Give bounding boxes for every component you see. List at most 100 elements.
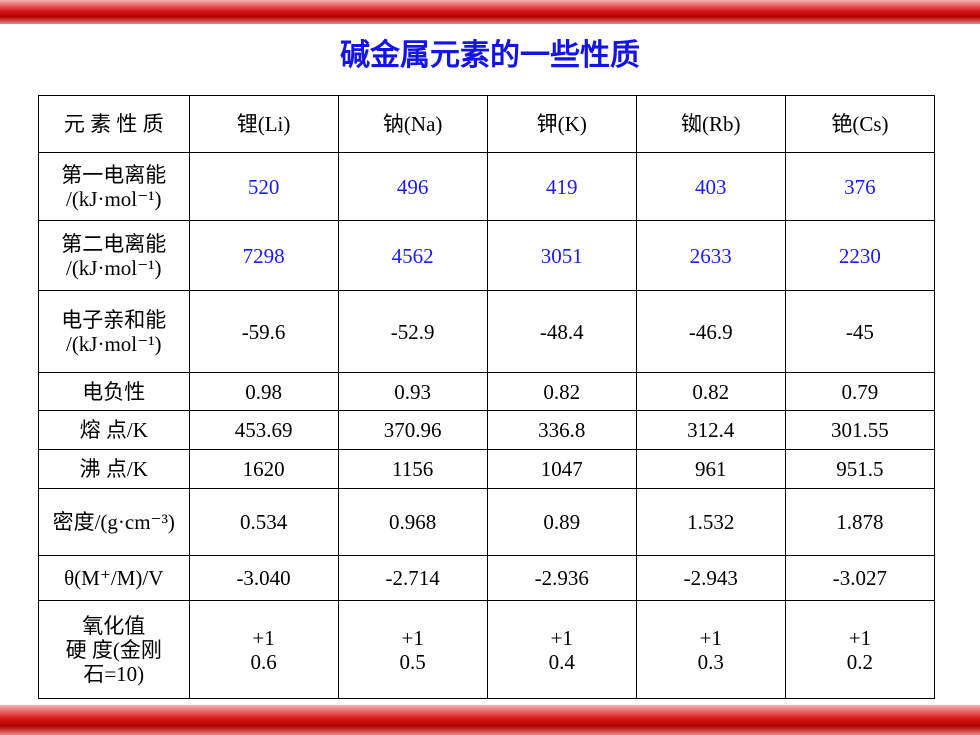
value-text: +1 [550,625,573,650]
row-label: 密度/(g·cm⁻³) [38,488,190,556]
value-text: 403 [695,174,727,199]
value-cell: 7298 [188,220,339,291]
label-text: /(kJ·mol⁻¹) [65,255,162,280]
row-label: 氧化值硬 度(金刚 石=10) [38,600,190,699]
value-text: 0.82 [692,379,730,404]
value-cell: 0.98 [188,372,339,411]
value-text: 0.82 [543,379,581,404]
label-text: 密度/(g·cm⁻³) [52,510,175,534]
value-cell: 2633 [635,220,786,291]
table-row: 熔 点/K 453.69 370.96 336.8 312.4 301.55 [38,410,936,450]
value-cell: 3051 [486,220,637,291]
row-label: 第一电离能/(kJ·mol⁻¹) [38,152,190,221]
label-text: θ(M⁺/M)/V [64,566,164,590]
value-cell: 951.5 [784,449,936,489]
value-cell: 0.534 [188,488,339,556]
value-text: -48.4 [539,319,584,344]
header-row: 元 素 性 质 锂(Li) 钠(Na) 钾(K) 铷(Rb) 铯(Cs) [38,95,936,153]
column-header: 钠(Na) [337,95,488,153]
value-text: 520 [247,174,280,199]
column-header: 锂(Li) [188,95,339,153]
value-cell: -3.027 [784,555,936,601]
header-text: 铯(Cs) [831,112,889,136]
row-label: θ(M⁺/M)/V [38,555,190,601]
header-text: 元 素 性 质 [63,112,164,136]
value-text: 0.89 [543,510,581,534]
header-text: 铷(Rb) [681,112,741,136]
value-text: 0.968 [389,510,437,534]
value-text: 0.93 [394,379,432,404]
label-text: 硬 度(金刚 [65,637,162,662]
value-cell: 376 [784,152,936,221]
value-text: 301.55 [831,418,889,442]
value-text: 0.2 [846,649,874,674]
value-cell: 2230 [784,220,936,291]
value-text: 4562 [391,243,434,268]
value-text: -59.6 [241,319,286,344]
value-cell: 0.93 [337,372,488,411]
table-row: 氧化值硬 度(金刚 石=10) +1 0.6 +1 0.5 +1 0.4 +1 0.3 +1 0.2 [38,600,936,699]
header-text: 锂(Li) [236,112,291,136]
column-header: 钾(K) [486,95,637,153]
value-text: -3.027 [832,566,888,590]
properties-table: 元 素 性 质 锂(Li) 钠(Na) 钾(K) 铷(Rb) 铯(Cs) 第一电离能/(kJ… [38,95,936,699]
value-text: 961 [695,457,727,481]
header-text: 钾(K) [536,112,587,136]
value-text: -2.714 [385,566,440,590]
label-text: 沸 点/K [79,457,148,481]
value-text: +1 [699,625,722,650]
value-text: +1 [252,625,275,650]
value-cell: 403 [635,152,786,221]
column-header: 铷(Rb) [635,95,786,153]
value-text: -2.936 [534,566,589,590]
value-text: 2230 [838,243,881,268]
value-text: 0.5 [399,649,426,674]
header-text: 钠(Na) [382,112,443,136]
value-text: 336.8 [538,418,586,442]
value-cell: -3.040 [188,555,339,601]
value-text: 1047 [540,457,583,481]
value-text: 2633 [689,243,732,268]
value-text: 0.3 [697,649,724,674]
value-text: -45 [845,319,874,344]
top-bar [0,0,980,24]
value-cell: +1 0.5 [337,600,488,699]
value-text: 0.79 [841,379,879,404]
value-cell: 4562 [337,220,488,291]
value-cell: 0.968 [337,488,488,556]
value-cell: 1047 [486,449,637,489]
value-cell: 0.82 [486,372,637,411]
value-cell: 336.8 [486,410,637,450]
value-text: 1.532 [687,510,735,534]
label-text: /(kJ·mol⁻¹) [65,186,162,211]
value-cell: 419 [486,152,637,221]
value-cell: 1.878 [784,488,936,556]
value-cell: 0.89 [486,488,637,556]
row-label: 电子亲和能/(kJ·mol⁻¹) [38,290,190,373]
table-row: θ(M⁺/M)/V -3.040 -2.714 -2.936 -2.943 -3.027 [38,555,936,601]
slide-title: 碱金属元素的一些性质 [340,39,640,72]
table-row: 电负性 0.98 0.93 0.82 0.82 0.79 [38,372,936,411]
value-cell: 1620 [188,449,339,489]
value-cell: -2.714 [337,555,488,601]
value-text: +1 [848,625,872,650]
value-cell: +1 0.6 [188,600,339,699]
label-text: 石=10) [83,661,145,686]
value-cell: 961 [635,449,786,489]
value-text: 453.69 [234,418,293,442]
value-text: 0.6 [250,649,277,674]
label-text: 电子亲和能 [61,307,167,332]
label-text: 熔 点/K [79,418,148,442]
value-cell: 0.79 [784,372,936,411]
value-text: 7298 [242,243,285,268]
value-text: -52.9 [390,319,435,344]
value-cell: 301.55 [784,410,936,450]
value-cell: -45 [784,290,936,373]
value-text: 312.4 [687,418,735,442]
value-text: 0.4 [548,649,575,674]
value-cell: -2.943 [635,555,786,601]
column-header: 铯(Cs) [784,95,936,153]
value-text: 951.5 [836,457,884,481]
value-cell: +1 0.4 [486,600,637,699]
